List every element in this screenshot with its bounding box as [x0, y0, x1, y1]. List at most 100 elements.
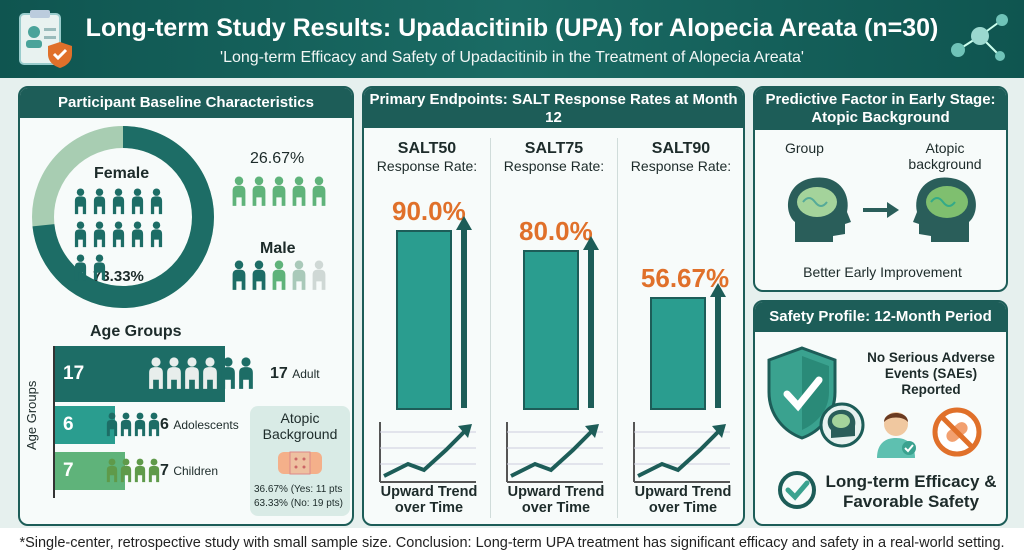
- predictive-panel: Predictive Factor in Early Stage: Atopic…: [753, 86, 1008, 292]
- male-people-row-top: [230, 176, 340, 213]
- female-label: Female: [94, 165, 150, 182]
- person-icon: [150, 188, 163, 215]
- shield-check-icon: [767, 346, 837, 440]
- head-brain-icon-atopic: [913, 177, 976, 242]
- person-icon: [252, 176, 266, 206]
- male-pct: 26.67%: [250, 150, 305, 167]
- group-label: Group: [785, 140, 824, 156]
- person-icon: [150, 221, 163, 248]
- endpoints-panel: Primary Endpoints: SALT Response Rates a…: [362, 86, 745, 526]
- sae-text: No Serious Adverse Events (SAEs) Reporte…: [867, 350, 995, 397]
- person-icon: [292, 176, 306, 206]
- atopic-yes: 36.67% (Yes: 11 pts: [254, 484, 343, 495]
- age-bar-label: 6 Adolescents: [160, 416, 239, 433]
- atopic-title: Atopic Background: [262, 410, 338, 442]
- person-icon: [185, 357, 199, 389]
- person-icon: [203, 357, 217, 389]
- up-arrow-icon: [456, 216, 472, 408]
- safety-conclusion: Long-term Efficacy & Favorable Safety: [825, 472, 997, 511]
- person-icon: [149, 357, 163, 389]
- person-icon: [93, 188, 106, 215]
- trend-line-icon: [379, 422, 476, 483]
- up-arrow-icon: [583, 236, 599, 408]
- predictive-title: Predictive Factor in Early Stage: Atopic…: [755, 88, 1006, 130]
- endpoint-name: SALT90: [651, 140, 711, 157]
- person-icon: [120, 458, 132, 483]
- brain-badge-icon: [819, 402, 865, 448]
- baseline-panel: Participant Baseline Characteristics Fem…: [18, 86, 354, 526]
- head-brain-icon-group: [788, 177, 851, 242]
- person-icon: [131, 188, 144, 215]
- age-bar-count: 7: [63, 460, 74, 481]
- person-icon: [112, 221, 125, 248]
- age-bar-label: 7 Children: [160, 462, 219, 479]
- predictive-caption: Better Early Improvement: [803, 264, 962, 280]
- footer-note: *Single-center, retrospective study with…: [0, 528, 1024, 559]
- header-banner: Long-term Study Results: Upadacitinib (U…: [0, 0, 1024, 78]
- safety-panel: Safety Profile: 12-Month Period No Serio…: [753, 300, 1008, 526]
- person-icon: [120, 412, 132, 437]
- person-icon: [232, 176, 246, 206]
- endpoint-bar: [650, 297, 706, 410]
- trend-label: Upward Trend over Time: [380, 484, 478, 516]
- person-icon: [148, 412, 160, 437]
- person-icon: [232, 260, 246, 290]
- person-icon: [292, 260, 306, 290]
- endpoint-column: SALT75 Response Rate: 80.0% Upward Trend ov…: [491, 88, 617, 524]
- person-icon: [131, 221, 144, 248]
- endpoints-title: Primary Endpoints: SALT Response Rates a…: [364, 88, 743, 128]
- person-icon: [74, 254, 87, 281]
- check-circle-icon: [778, 471, 816, 509]
- doctor-icon: [877, 412, 916, 458]
- person-icon: [134, 412, 146, 437]
- bandage-icon: [278, 451, 322, 475]
- molecule-icon: [951, 14, 1008, 61]
- age-bar: 6: [55, 406, 115, 444]
- page-title: Long-term Study Results: Upadacitinib (U…: [85, 14, 939, 42]
- endpoint-pct: 56.67%: [640, 263, 730, 293]
- trend-label: Upward Trend over Time: [507, 484, 605, 516]
- person-icon: [252, 260, 266, 290]
- age-bar-count: 6: [63, 414, 74, 435]
- endpoint-subtitle: Response Rate:: [630, 158, 732, 174]
- clipboard-icon: [19, 10, 72, 68]
- age-bar-count: 17: [63, 363, 85, 384]
- person-icon: [134, 458, 146, 483]
- baseline-title: Participant Baseline Characteristics: [20, 88, 352, 118]
- person-icon: [106, 458, 118, 483]
- age-groups-title: Age Groups: [90, 323, 182, 340]
- person-icon: [272, 260, 286, 290]
- trend-line-icon: [633, 422, 730, 483]
- age-bar-label: 17 Adult: [270, 365, 320, 382]
- person-icon: [93, 221, 106, 248]
- person-icon: [239, 357, 253, 389]
- no-drugs-icon: [932, 407, 982, 457]
- age-people-row: [106, 457, 162, 490]
- endpoint-column: SALT50 Response Rate: 90.0% Upward Trend ov…: [364, 88, 490, 524]
- male-people-row-bottom: [230, 260, 340, 297]
- endpoint-subtitle: Response Rate:: [503, 158, 605, 174]
- female-pct: 73.33%: [93, 268, 144, 285]
- person-icon: [74, 221, 87, 248]
- person-icon: [312, 176, 326, 206]
- person-icon: [312, 260, 326, 290]
- person-icon: [74, 188, 87, 215]
- person-icon: [221, 357, 235, 389]
- female-people-grid: [72, 188, 184, 287]
- trend-label: Upward Trend over Time: [634, 484, 732, 516]
- endpoint-column: SALT90 Response Rate: 56.67% Upward Trend o…: [618, 88, 743, 524]
- person-icon: [148, 458, 160, 483]
- person-icon: [167, 357, 181, 389]
- person-icon: [106, 412, 118, 437]
- age-axis-line: [53, 346, 55, 498]
- safety-title: Safety Profile: 12-Month Period: [755, 302, 1006, 332]
- atopic-box: Atopic Background 36.67% (Yes: 11 pts 63…: [250, 406, 350, 516]
- trend-line-icon: [506, 422, 603, 483]
- person-icon: [93, 254, 106, 281]
- endpoint-name: SALT75: [524, 140, 584, 157]
- endpoint-bar: [396, 230, 452, 410]
- person-icon: [272, 176, 286, 206]
- endpoint-bar: [523, 250, 579, 410]
- endpoint-pct: 80.0%: [519, 216, 593, 246]
- page-subtitle: 'Long-term Efficacy and Safety of Upadac…: [220, 49, 804, 66]
